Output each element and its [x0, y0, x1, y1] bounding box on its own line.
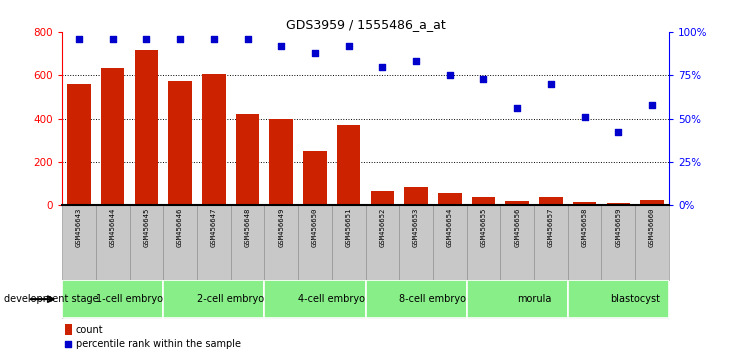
Bar	[635, 205, 669, 280]
Bar	[505, 201, 529, 205]
Bar	[573, 202, 596, 205]
Bar	[265, 280, 366, 318]
Text: GSM456656: GSM456656	[514, 207, 520, 247]
Text: GSM456654: GSM456654	[447, 207, 452, 247]
Bar	[371, 191, 394, 205]
Text: development stage: development stage	[4, 294, 98, 304]
Bar	[168, 81, 192, 205]
Bar	[534, 205, 568, 280]
Point	[62, 341, 74, 347]
Point	[545, 81, 557, 87]
Point	[140, 36, 152, 42]
Text: GSM456651: GSM456651	[346, 207, 352, 247]
Text: 2-cell embryo: 2-cell embryo	[197, 294, 264, 304]
Bar	[607, 203, 630, 205]
Bar	[197, 205, 231, 280]
Text: GSM456650: GSM456650	[312, 207, 318, 247]
Text: GSM456647: GSM456647	[211, 207, 217, 247]
Title: GDS3959 / 1555486_a_at: GDS3959 / 1555486_a_at	[286, 18, 445, 31]
Point	[511, 105, 523, 111]
Bar	[471, 197, 496, 205]
Bar	[298, 205, 332, 280]
Bar	[265, 205, 298, 280]
Point	[646, 102, 658, 108]
Text: GSM456658: GSM456658	[582, 207, 588, 247]
Bar	[62, 280, 163, 318]
Bar	[62, 205, 96, 280]
Text: 8-cell embryo: 8-cell embryo	[399, 294, 466, 304]
Point	[208, 36, 219, 42]
Bar	[270, 119, 293, 205]
Text: GSM456653: GSM456653	[413, 207, 419, 247]
Bar	[202, 74, 226, 205]
Bar	[67, 84, 91, 205]
Bar	[101, 68, 124, 205]
Bar	[337, 125, 360, 205]
Bar	[135, 50, 158, 205]
Bar	[640, 200, 664, 205]
Text: GSM456646: GSM456646	[177, 207, 183, 247]
Bar	[568, 280, 669, 318]
Point	[73, 36, 85, 42]
Text: morula: morula	[517, 294, 551, 304]
Text: GSM456643: GSM456643	[76, 207, 82, 247]
Point	[444, 73, 455, 78]
Bar	[129, 205, 163, 280]
Point	[174, 36, 186, 42]
Point	[410, 58, 422, 64]
Bar	[163, 205, 197, 280]
Point	[242, 36, 254, 42]
Text: GSM456659: GSM456659	[616, 207, 621, 247]
Bar	[231, 205, 265, 280]
Point	[376, 64, 388, 69]
Text: GSM456649: GSM456649	[279, 207, 284, 247]
Point	[309, 50, 321, 56]
Bar	[466, 280, 568, 318]
Text: count: count	[76, 325, 103, 335]
Bar	[433, 205, 466, 280]
Bar	[303, 151, 327, 205]
Bar	[399, 205, 433, 280]
Text: blastocyst: blastocyst	[610, 294, 660, 304]
Point	[613, 130, 624, 135]
Text: percentile rank within the sample: percentile rank within the sample	[76, 339, 240, 349]
Point	[477, 76, 489, 81]
Text: GSM456655: GSM456655	[480, 207, 486, 247]
Bar	[500, 205, 534, 280]
Point	[579, 114, 591, 120]
Bar	[65, 324, 72, 335]
Text: GSM456652: GSM456652	[379, 207, 385, 247]
Bar	[235, 114, 260, 205]
Bar	[438, 193, 461, 205]
Bar	[466, 205, 500, 280]
Text: GSM456648: GSM456648	[245, 207, 251, 247]
Bar	[96, 205, 129, 280]
Bar	[332, 205, 366, 280]
Text: 4-cell embryo: 4-cell embryo	[298, 294, 366, 304]
Bar	[602, 205, 635, 280]
Bar	[163, 280, 265, 318]
Text: GSM456645: GSM456645	[143, 207, 149, 247]
Point	[107, 36, 118, 42]
Point	[276, 43, 287, 48]
Bar	[539, 197, 563, 205]
Text: GSM456660: GSM456660	[649, 207, 655, 247]
Bar	[366, 205, 399, 280]
Bar	[404, 187, 428, 205]
Text: GSM456657: GSM456657	[548, 207, 554, 247]
Text: GSM456644: GSM456644	[110, 207, 115, 247]
Bar	[568, 205, 602, 280]
Bar	[366, 280, 466, 318]
Text: 1-cell embryo: 1-cell embryo	[96, 294, 163, 304]
Point	[343, 43, 355, 48]
